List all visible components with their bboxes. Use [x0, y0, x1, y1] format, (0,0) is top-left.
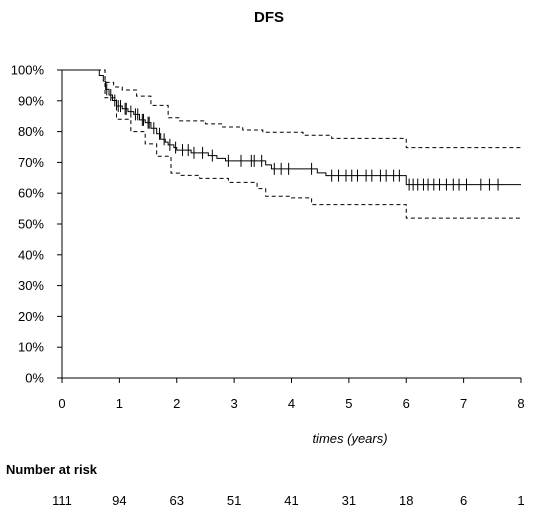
x-tick-label: 3 [231, 396, 238, 411]
y-tick-label: 90% [18, 93, 44, 108]
risk-count: 1 [517, 493, 524, 508]
number-at-risk-row: 111 94 63 51 41 31 18 6 1 [52, 493, 525, 508]
y-tick-label: 80% [18, 124, 44, 139]
axes: 0% 10% 20% 30% 40% 50% 60% 70% 80% 90% 100% 0 1 2 3 4 5 6… [11, 63, 525, 412]
risk-count: 63 [170, 493, 184, 508]
x-tick-label: 1 [116, 396, 123, 411]
risk-count: 111 [52, 493, 72, 508]
x-tick-label: 4 [288, 396, 295, 411]
x-tick-label: 0 [58, 396, 65, 411]
y-tick-label: 20% [18, 309, 44, 324]
chart-title: DFS [254, 9, 284, 26]
risk-count: 51 [227, 493, 241, 508]
x-tick-label: 6 [403, 396, 410, 411]
y-tick-label: 0% [25, 371, 44, 386]
risk-count: 31 [342, 493, 356, 508]
censor-marks [106, 83, 499, 191]
risk-count: 18 [399, 493, 413, 508]
y-tick-label: 10% [18, 340, 44, 355]
y-tick-label: 70% [18, 155, 44, 170]
risk-count: 6 [460, 493, 467, 508]
y-tick-label: 100% [11, 63, 45, 78]
x-tick-label: 7 [460, 396, 467, 411]
y-tick-label: 60% [18, 186, 44, 201]
risk-count: 41 [284, 493, 298, 508]
risk-count: 94 [112, 493, 126, 508]
x-tick-label: 5 [345, 396, 352, 411]
x-axis-label: times (years) [312, 431, 387, 446]
y-tick-label: 30% [18, 278, 44, 293]
x-tick-label: 8 [517, 396, 524, 411]
upper-ci-line [62, 69, 521, 149]
number-at-risk-title: Number at risk [6, 462, 98, 477]
survival-estimate-line [62, 69, 521, 186]
lower-ci-line [62, 69, 521, 219]
y-tick-label: 50% [18, 217, 44, 232]
survival-curves [62, 69, 521, 219]
x-tick-label: 2 [173, 396, 180, 411]
y-tick-label: 40% [18, 247, 44, 262]
